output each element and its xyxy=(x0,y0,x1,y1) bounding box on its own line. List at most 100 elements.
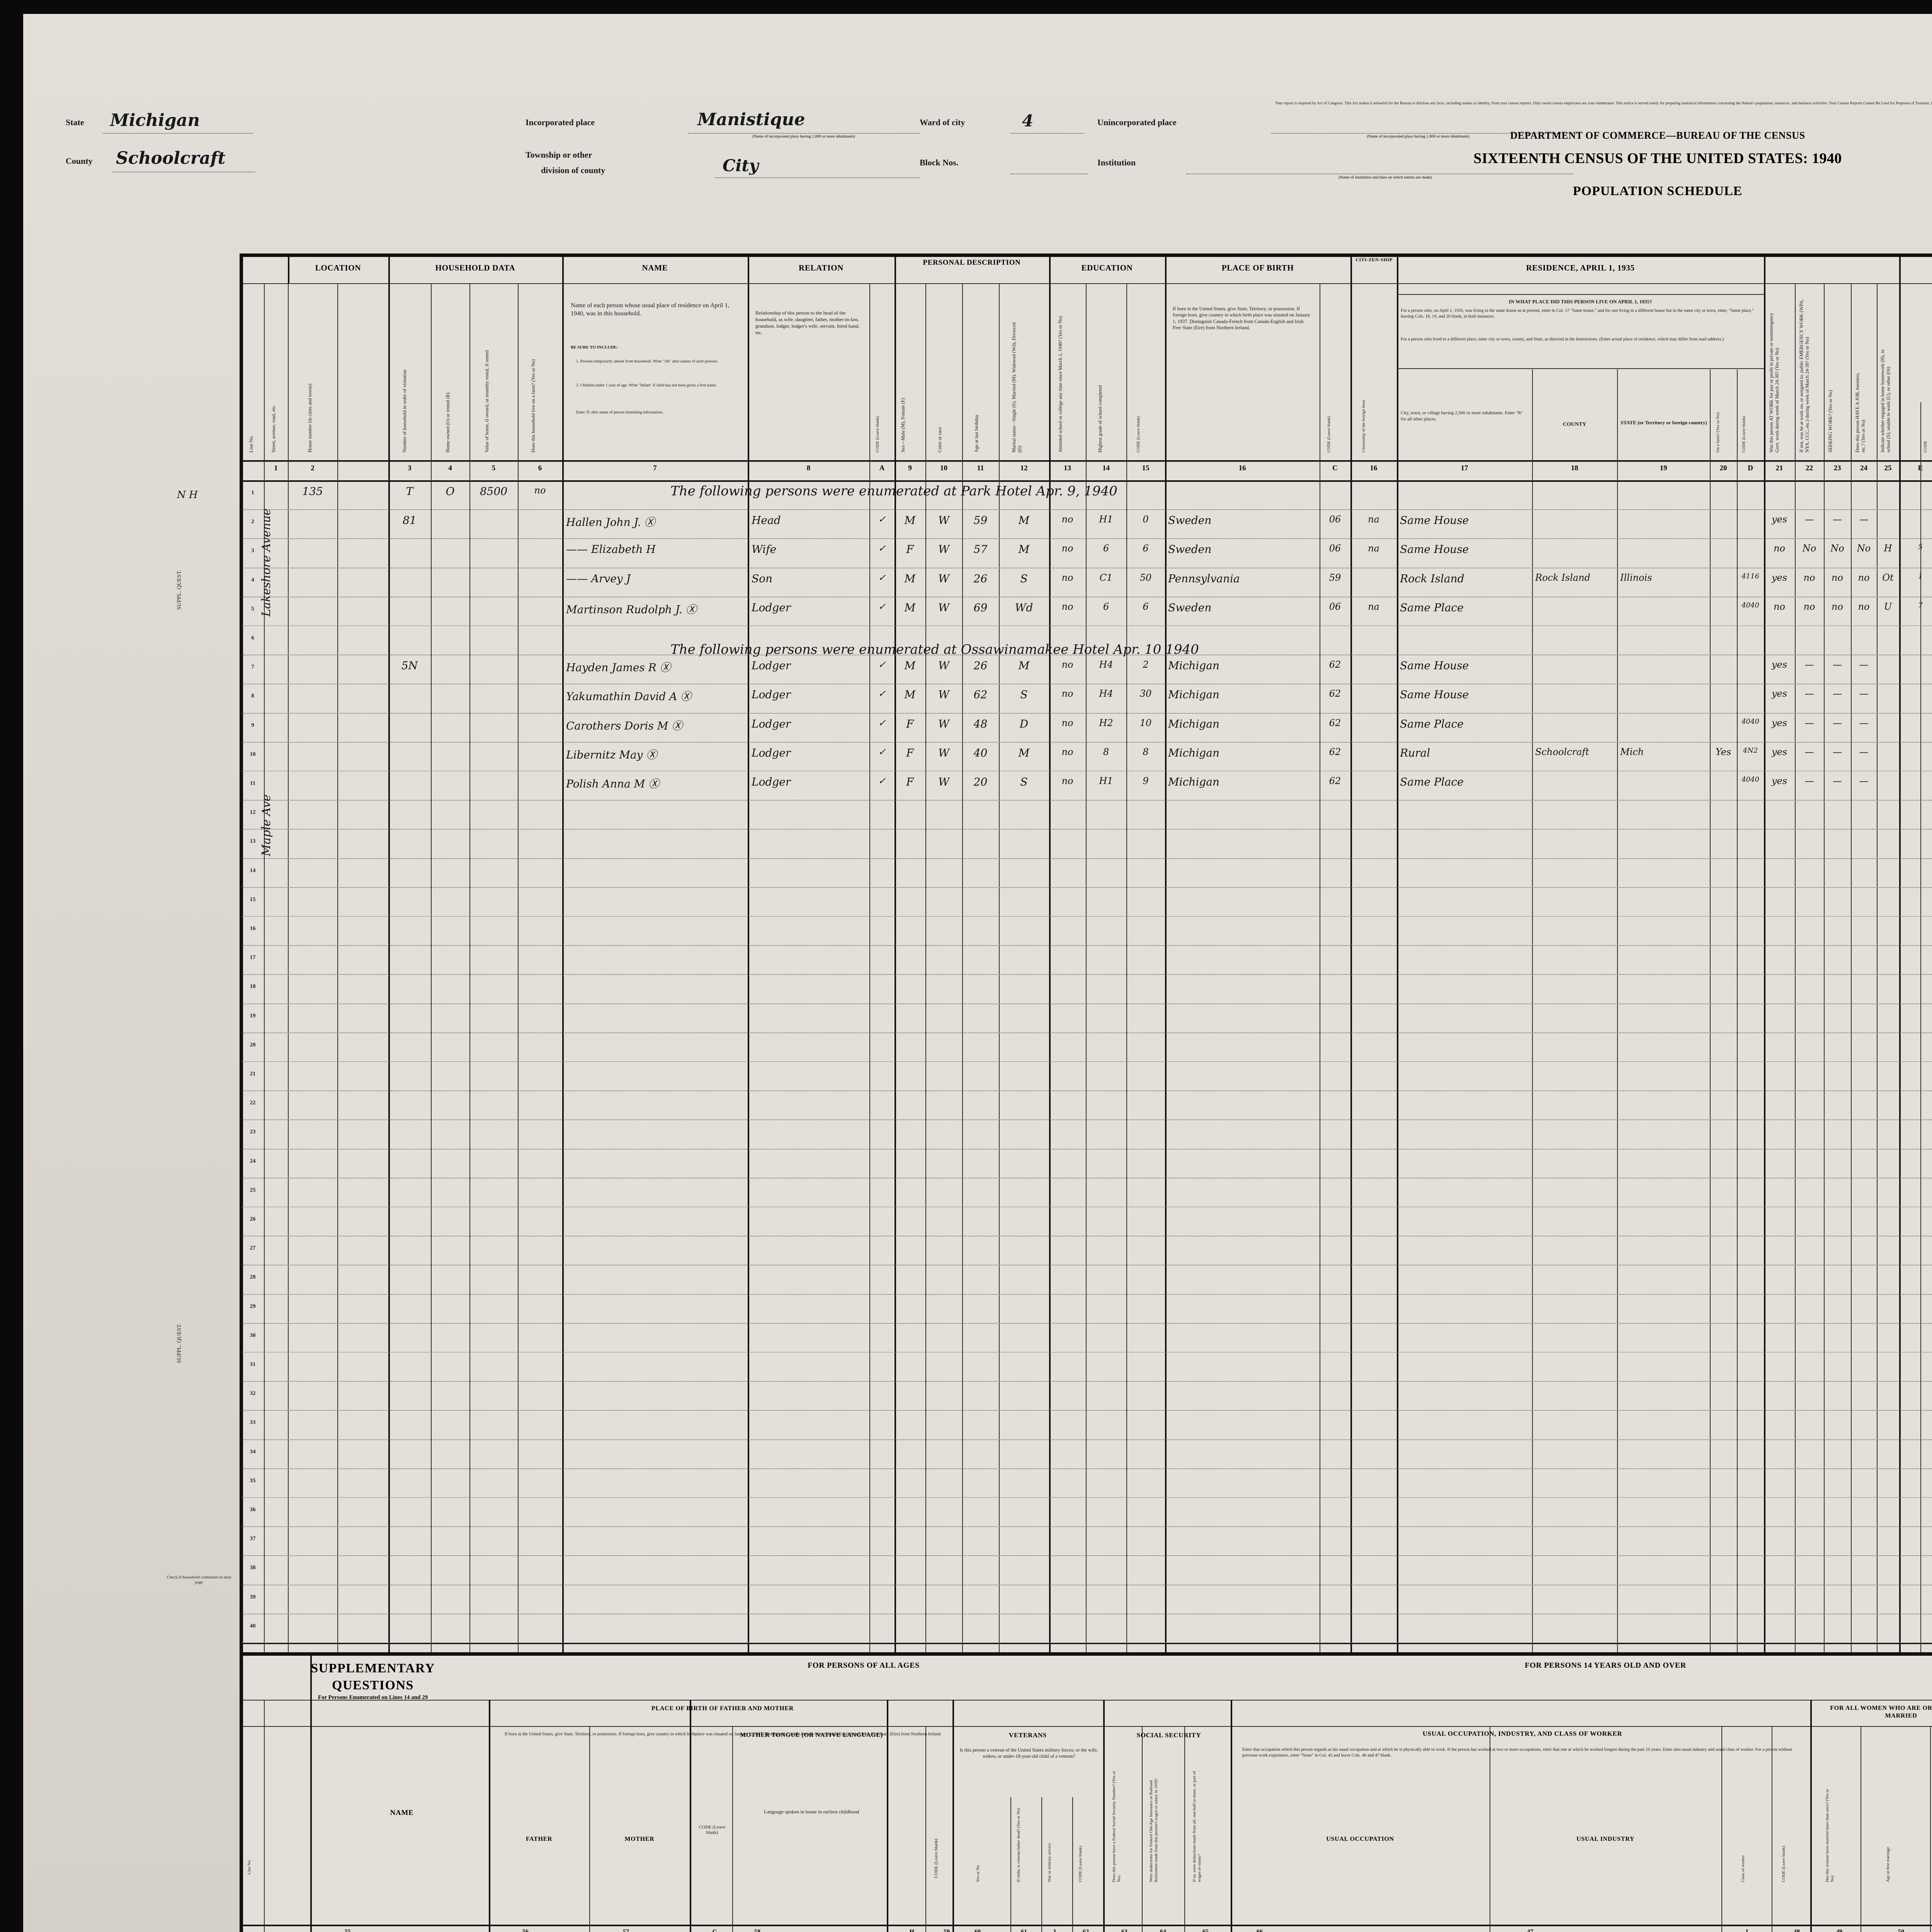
line-number-left: 14 xyxy=(250,867,256,874)
cell-grade: 6 xyxy=(1103,601,1109,612)
cell-race: W xyxy=(938,746,949,759)
cell-race: W xyxy=(938,543,949,556)
cell-sex: M xyxy=(904,572,916,585)
row-separator xyxy=(242,945,1932,946)
coldesc-res-county: COUNTY xyxy=(1563,422,1587,427)
cell-grade: H1 xyxy=(1099,514,1113,525)
county-rule xyxy=(112,170,255,172)
residence-question-title: IN WHAT PLACE DID THIS PERSON LIVE ON AP… xyxy=(1509,299,1652,304)
row-separator xyxy=(242,887,1932,888)
cell-at_work: yes xyxy=(1771,688,1787,699)
colnum-7: 7 xyxy=(653,464,657,472)
coldesc-household-order: Number of household in order of visitati… xyxy=(402,369,407,452)
schedule-title: POPULATION SCHEDULE xyxy=(1573,184,1743,198)
cell-age: 57 xyxy=(973,543,988,556)
supp-colnum-49: 49 xyxy=(1836,1929,1842,1932)
cell-other: H xyxy=(1884,543,1892,554)
cell-has_job: — xyxy=(1859,659,1869,670)
colnum-2: 2 xyxy=(311,464,315,472)
cell-age: 20 xyxy=(973,776,988,788)
line-number-left: 10 xyxy=(250,751,256,757)
supp-women-sub1: Has this woman been married more than on… xyxy=(1825,1789,1835,1882)
cell-age: 26 xyxy=(973,572,988,585)
cell-citizenship: na xyxy=(1368,543,1379,554)
supp-usual-class: Class of worker xyxy=(1741,1855,1745,1882)
coldesc-farm: Does this household live on a farm? (Yes… xyxy=(531,359,536,452)
line-number-left: 28 xyxy=(250,1274,256,1281)
colnum-C: C xyxy=(1332,464,1338,472)
supp-colnum-65: 65 xyxy=(1202,1929,1209,1932)
cell-seeking: — xyxy=(1833,746,1842,757)
supp-colnum-59: 59 xyxy=(944,1929,950,1932)
ward-rule xyxy=(1010,132,1084,134)
supp-colnum-56: 56 xyxy=(522,1929,529,1932)
institution-note: (Name of institution and lines on which … xyxy=(1338,175,1432,180)
unincorporated-label: Unincorporated place xyxy=(1097,117,1177,127)
supp-code-3: CODE (Leave blank) xyxy=(1078,1845,1083,1882)
coldesc-street: Street, avenue, road, etc. xyxy=(271,405,276,452)
cell-res_city: Same House xyxy=(1400,688,1469,701)
cell-name: Martinson Rudolph J. Ⓧ xyxy=(566,603,697,616)
cell-sex: M xyxy=(904,688,916,701)
row-separator xyxy=(242,1090,1932,1092)
cell-household: 5N xyxy=(401,659,418,672)
supp-colnum-J: J xyxy=(1745,1929,1748,1932)
colnum-23: 23 xyxy=(1833,464,1841,472)
coldesc-home-value: Value of home, if owned, or monthly rent… xyxy=(484,350,490,452)
cell-marital: S xyxy=(1020,776,1028,788)
name-include-1: 1. Persons temporarily absent from house… xyxy=(576,359,718,364)
township-label: Township or other xyxy=(526,150,592,160)
street-label-2: Maple Ave xyxy=(260,794,273,856)
cell-relation: Wife xyxy=(752,543,777,556)
cell-sex: F xyxy=(906,746,914,759)
group-employment-status: PERSONS 14 YEARS OLD AND OVER—EMPLOYMENT… xyxy=(1899,263,1932,273)
coldesc-school: Attended school or college any time sinc… xyxy=(1058,316,1063,452)
institution-rule xyxy=(1186,172,1573,174)
supp-veterans: VETERANS xyxy=(1009,1731,1047,1739)
line-number-left: 40 xyxy=(250,1622,256,1629)
unincorporated-rule xyxy=(1271,132,1580,134)
line-number-left: 2 xyxy=(251,519,254,525)
township-label-2: division of county xyxy=(541,165,605,175)
line-number-left: 21 xyxy=(250,1071,256,1077)
cell-school: no xyxy=(1061,514,1073,525)
cell-seeking: — xyxy=(1833,776,1842,786)
supp-social-security: SOCIAL SECURITY xyxy=(1136,1731,1201,1739)
supp-usual-occ-note: Enter that occupation which this person … xyxy=(1242,1747,1792,1758)
cell-seeking: — xyxy=(1833,688,1842,699)
cell-marital: S xyxy=(1020,572,1028,585)
group-household-data: HOUSEHOLD DATA xyxy=(435,263,515,272)
coldesc-code-a: CODE (Leave blank) xyxy=(875,416,880,452)
group-relation: RELATION xyxy=(798,263,844,272)
colnum-8: 8 xyxy=(806,464,811,472)
cell-race: W xyxy=(938,601,949,614)
supp-colnum-66: 66 xyxy=(1257,1929,1263,1932)
cell-has_job: — xyxy=(1859,717,1869,728)
line-number-left: 19 xyxy=(250,1012,256,1019)
row-separator xyxy=(242,1410,1932,1411)
cell-race: W xyxy=(938,514,949,527)
row-separator xyxy=(242,1468,1932,1469)
cell-sex: M xyxy=(904,514,916,527)
cell-code_a: ✓ xyxy=(878,601,886,612)
cell-name: Carothers Doris M Ⓧ xyxy=(566,719,683,732)
row-separator xyxy=(242,1439,1932,1440)
cell-seeking: — xyxy=(1833,659,1842,670)
row-separator xyxy=(242,1381,1932,1382)
township-rule xyxy=(715,176,920,178)
line-number-left: 20 xyxy=(250,1041,256,1048)
line-number-left: 6 xyxy=(251,635,254,641)
cell-code_e: 7 xyxy=(1918,601,1923,609)
cell-name: Yakumathin David A Ⓧ xyxy=(566,690,692,703)
cell-code15: 6 xyxy=(1143,543,1149,554)
cell-code_c: 62 xyxy=(1329,659,1341,670)
supp-colnum-58: 58 xyxy=(754,1929,760,1932)
group-name: NAME xyxy=(642,263,668,272)
coldesc-home-owned: Home owned (O) or rented (R) xyxy=(445,392,451,452)
cell-household: T xyxy=(406,485,413,498)
census-title: SIXTEENTH CENSUS OF THE UNITED STATES: 1… xyxy=(1473,150,1842,167)
cell-birthplace: Sweden xyxy=(1168,601,1212,614)
cell-birthplace: Michigan xyxy=(1168,776,1219,788)
cell-school: no xyxy=(1061,688,1073,699)
